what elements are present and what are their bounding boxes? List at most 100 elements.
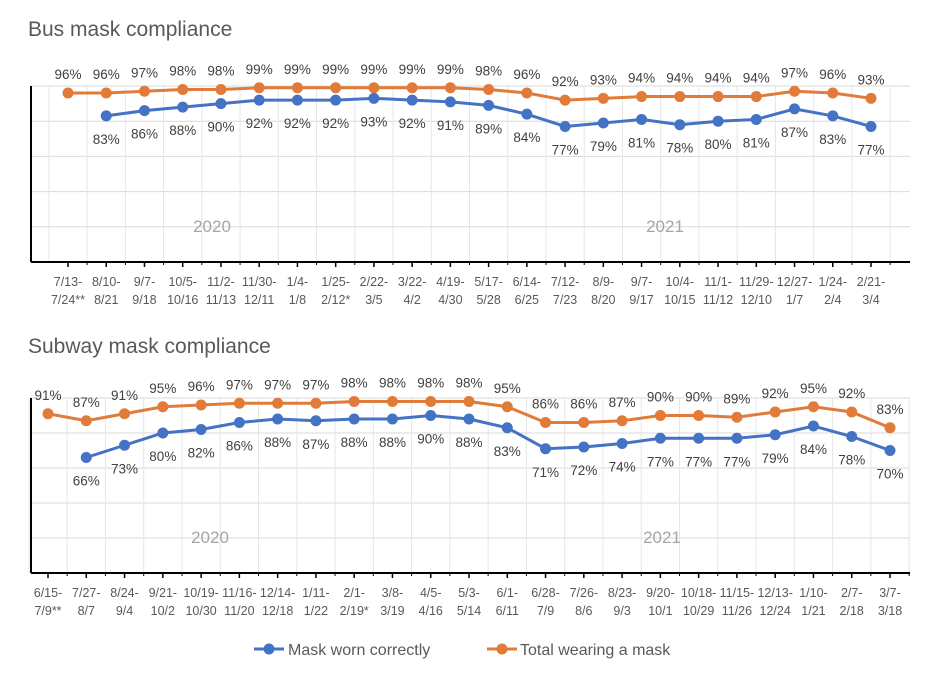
data-point-total	[291, 82, 303, 94]
x-tick-label: 11/2-	[207, 275, 235, 289]
data-point-correct	[578, 441, 590, 453]
data-point-correct	[674, 119, 686, 131]
data-label-correct: 71%	[532, 465, 559, 480]
legend: Mask worn correctly Total wearing a mask	[254, 642, 671, 659]
x-tick-label: 11/30-	[242, 275, 277, 289]
data-point-total	[233, 397, 245, 409]
legend-label-correct: Mask worn correctly	[288, 642, 430, 659]
x-tick-label: 10/18-	[681, 586, 716, 600]
data-point-correct	[253, 94, 265, 106]
x-tick-label: 8/20	[591, 293, 615, 307]
data-label-total: 97%	[226, 377, 253, 392]
data-label-total: 95%	[494, 381, 521, 396]
data-point-correct	[100, 110, 112, 122]
x-tick-label: 2/18	[840, 604, 864, 618]
x-tick-label: 10/29	[683, 604, 714, 618]
data-label-total: 87%	[73, 395, 100, 410]
x-tick-label: 7/23	[553, 293, 577, 307]
x-tick-label: 2/21-	[857, 275, 886, 289]
data-point-correct	[444, 96, 456, 108]
data-point-correct	[368, 92, 380, 104]
data-point-total	[865, 92, 877, 104]
x-tick-label: 9/7-	[631, 275, 653, 289]
data-label-total: 98%	[169, 64, 196, 79]
data-point-total	[177, 84, 189, 96]
x-tick-label: 7/26-	[570, 586, 599, 600]
data-point-correct	[636, 113, 648, 125]
x-tick-label: 10/30	[185, 604, 216, 618]
x-tick-label: 1/22	[304, 604, 328, 618]
data-point-total	[616, 415, 628, 427]
data-label-total: 99%	[284, 62, 311, 77]
data-point-total	[483, 84, 495, 96]
x-tick-label: 10/5-	[168, 275, 197, 289]
x-tick-label: 11/1-	[704, 275, 732, 289]
x-tick-label: 11/16-	[222, 586, 257, 600]
data-label-total: 86%	[570, 397, 597, 412]
x-tick-label: 3/19	[380, 604, 404, 618]
data-label-total: 97%	[781, 65, 808, 80]
data-point-total	[559, 94, 571, 106]
data-label-correct: 90%	[207, 120, 234, 135]
data-label-total: 95%	[800, 381, 827, 396]
x-tick-label: 1/8	[289, 293, 306, 307]
x-tick-label: 7/12-	[551, 275, 580, 289]
data-label-total: 97%	[302, 377, 329, 392]
data-point-correct	[483, 99, 495, 111]
data-point-correct	[559, 120, 571, 132]
x-tick-label: 7/9	[537, 604, 554, 618]
x-tick-label: 2/1-	[343, 586, 365, 600]
data-label-correct: 78%	[666, 141, 693, 156]
x-tick-label: 1/10-	[799, 586, 828, 600]
data-label-correct: 83%	[494, 444, 521, 459]
data-label-correct: 91%	[437, 118, 464, 133]
x-tick-label: 3/5	[365, 293, 382, 307]
x-tick-label: 4/19-	[436, 275, 465, 289]
data-point-correct	[310, 415, 322, 427]
data-label-correct: 88%	[455, 435, 482, 450]
x-tick-label: 10/4-	[666, 275, 695, 289]
data-label-total: 96%	[513, 67, 540, 82]
x-tick-label: 2/7-	[841, 586, 863, 600]
data-label-correct: 80%	[705, 137, 732, 152]
data-point-correct	[654, 432, 666, 444]
x-tick-label: 5/3-	[458, 586, 480, 600]
data-label-total: 97%	[131, 65, 158, 80]
x-tick-label: 3/4	[862, 293, 879, 307]
data-point-total	[348, 396, 360, 407]
data-point-correct	[597, 117, 609, 129]
data-point-total	[215, 84, 227, 96]
data-point-correct	[521, 108, 533, 120]
data-point-correct	[769, 429, 781, 441]
data-point-correct	[215, 98, 227, 110]
data-point-total	[330, 82, 342, 94]
x-tick-label: 11/13	[206, 293, 236, 307]
series-line-correct	[85, 413, 891, 459]
x-tick-label: 2/4	[824, 293, 841, 307]
x-tick-label: 5/14	[457, 604, 481, 618]
data-point-correct	[386, 413, 398, 425]
data-label-correct: 87%	[781, 125, 808, 140]
x-tick-label: 3/18	[878, 604, 902, 618]
x-tick-label: 6/14-	[513, 275, 542, 289]
x-tick-label: 11/15-	[720, 586, 755, 600]
data-label-total: 92%	[762, 386, 789, 401]
data-point-correct	[884, 445, 896, 456]
data-label-correct: 77%	[647, 454, 674, 469]
x-tick-label: 2/12*	[321, 293, 350, 307]
x-tick-label: 9/17	[629, 293, 653, 307]
data-point-correct	[501, 422, 513, 434]
data-label-total: 98%	[379, 376, 406, 391]
x-tick-label: 2/22-	[360, 275, 389, 289]
data-label-total: 96%	[819, 67, 846, 82]
x-tick-label: 7/24**	[51, 293, 85, 307]
data-label-total: 90%	[647, 390, 674, 405]
data-label-total: 87%	[609, 395, 636, 410]
data-label-correct: 89%	[475, 121, 502, 136]
data-point-correct	[789, 103, 801, 115]
x-tick-label: 4/5-	[420, 586, 442, 600]
data-label-total: 99%	[322, 62, 349, 77]
year-annotation: 2020	[193, 217, 231, 236]
data-label-correct: 84%	[513, 130, 540, 145]
data-point-correct	[138, 105, 150, 117]
